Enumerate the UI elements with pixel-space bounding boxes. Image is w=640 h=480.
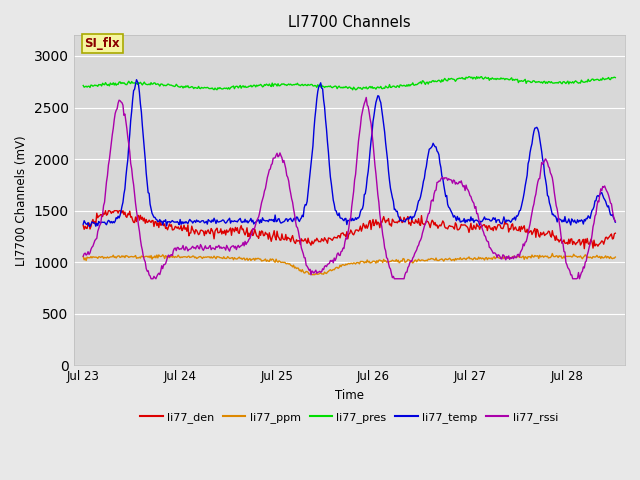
Legend: li77_den, li77_ppm, li77_pres, li77_temp, li77_rssi: li77_den, li77_ppm, li77_pres, li77_temp…: [136, 407, 563, 427]
Text: SI_flx: SI_flx: [84, 37, 120, 50]
Y-axis label: LI7700 Channels (mV): LI7700 Channels (mV): [15, 135, 28, 265]
Title: LI7700 Channels: LI7700 Channels: [288, 15, 411, 30]
X-axis label: Time: Time: [335, 389, 364, 402]
